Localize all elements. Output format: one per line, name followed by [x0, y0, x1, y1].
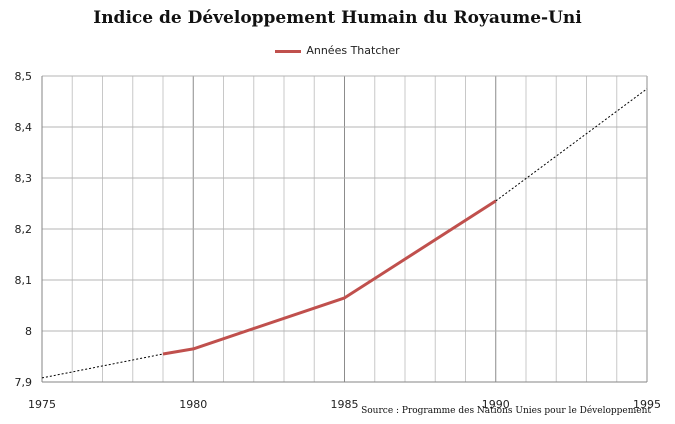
chart-title: Indice de Développement Humain du Royaum…: [93, 8, 582, 28]
series-line-thatcher: [162, 199, 497, 356]
legend-swatch: [275, 49, 302, 53]
y-tick-label: 8,1: [15, 274, 33, 287]
x-tick-label: 1995: [633, 398, 661, 411]
y-tick-label: 8,5: [15, 70, 33, 83]
y-tick-label: 8,4: [15, 121, 33, 134]
x-tick-label: 1985: [331, 398, 359, 411]
x-tick-label: 1990: [482, 398, 510, 411]
series-line-dotted: [41, 353, 164, 379]
y-tick-label: 7,9: [15, 376, 33, 389]
legend: Années Thatcher: [0, 44, 675, 57]
x-tick-label: 1975: [28, 398, 56, 411]
legend-label: Années Thatcher: [306, 44, 400, 57]
source-note: Source : Programme des Nations Unies pou…: [361, 406, 651, 416]
y-tick-label: 8,3: [15, 172, 33, 185]
x-tick-label: 1980: [179, 398, 207, 411]
series-line-dotted: [495, 88, 648, 202]
y-tick-label: 8,2: [15, 223, 33, 236]
y-tick-label: 8: [25, 325, 32, 338]
